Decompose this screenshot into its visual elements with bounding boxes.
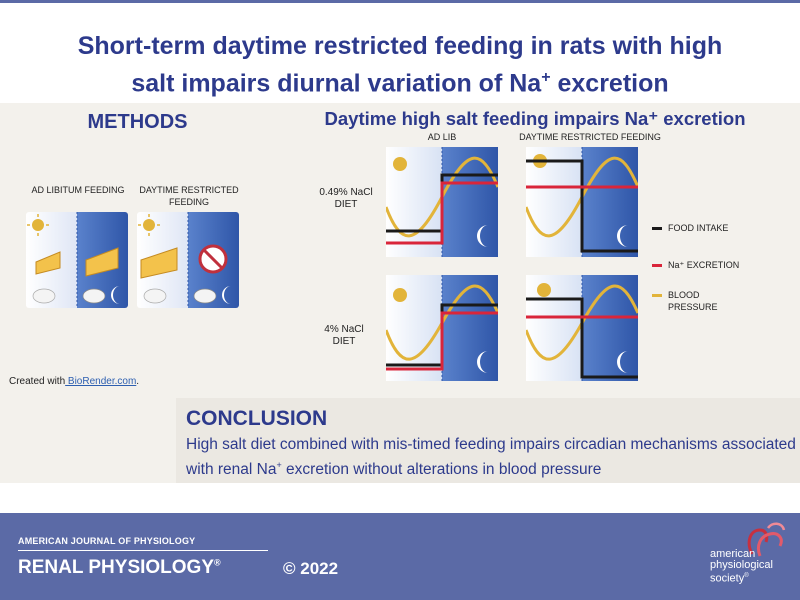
registered-mark: ® [214,557,221,568]
cheese-icon [85,247,119,277]
journal-name: RENAL PHYSIOLOGY® [18,557,221,579]
rat-icon [82,288,106,304]
society-name: american physiological society® [710,549,773,585]
methods-heading: METHODS [87,111,188,133]
title-line-2-text: salt impairs diurnal variation of Na [131,69,542,98]
society-line-2: physiological [710,559,773,571]
copyright-year: © 2022 [283,559,339,578]
society-tm: ® [744,573,749,579]
legend-swatch-food [652,227,662,230]
journal-name-text: RENAL PHYSIOLOGY [18,557,215,578]
na-excretion-line [386,311,498,371]
results-heading: Daytime high salt feeding impairs Na⁺ ex… [324,108,746,129]
title-line-2: salt impairs diurnal variation of Na+ ex… [0,62,800,99]
moon-icon [617,351,628,373]
moon-icon [616,225,628,247]
sun-icon [537,283,551,297]
legend-label-food: FOOD INTAKE [668,223,729,233]
conclusion-superscript: + [276,460,282,470]
legend-label-na: Na⁺ EXCRETION [668,260,740,270]
chart-high-salt-restricted [526,275,638,381]
column-ad-lib: AD LIB [427,132,457,142]
credit-suffix: . [136,376,140,387]
moon-icon [477,351,488,373]
top-accent-bar [0,0,800,3]
restricted-feeding-panel [137,212,239,308]
conclusion-text: High salt diet combined with mis-timed f… [186,435,798,480]
row-label-high-salt: 4% NaCl DIET [324,324,364,347]
sun-icon [393,157,407,171]
biorender-link[interactable]: BioRender.com [65,376,137,387]
cheese-icon [140,247,178,279]
moon-icon [222,286,231,304]
rat-icon [143,288,167,304]
ad-libitum-panel [26,212,128,308]
restricted-feeding-label: DAYTIME RESTRICTED FEEDING [139,185,239,207]
aps-logo-icon [747,522,786,557]
footer-bar [0,513,800,600]
title-superscript: + [541,69,551,86]
chart-low-salt-restricted [526,147,638,257]
legend-label-bp: BLOOD PRESSURE [668,290,718,312]
na-excretion-line [386,181,498,245]
legend-swatch-bp [652,294,662,297]
column-restricted: DAYTIME RESTRICTED FEEDING [519,132,661,142]
society-line-3-text: society [710,572,745,585]
moon-icon [476,225,488,247]
title-line-2-end: excretion [550,69,669,98]
conclusion-text-b: excretion without alterations in blood p… [281,461,602,479]
society-line-1: american [710,548,756,560]
sun-icon [393,288,407,302]
food-intake-line [526,159,638,253]
ad-libitum-label: AD LIBITUM FEEDING [31,185,125,195]
conclusion-box [176,398,800,483]
journal-divider [18,550,268,551]
food-intake-line [526,297,638,379]
moon-icon [111,286,120,304]
society-line-3: society® [710,571,773,585]
sun-icon [27,214,49,236]
row-label-low-salt: 0.49% NaCl DIET [319,187,373,210]
chart-low-salt-ad-lib [386,147,498,257]
conclusion-text-a: High salt diet combined with mis-timed f… [186,436,796,479]
rat-icon [193,288,217,304]
page-title: Short-term daytime restricted feeding in… [0,30,800,99]
credit-prefix: Created with [9,376,66,387]
conclusion-heading: CONCLUSION [186,407,328,430]
title-line-1: Short-term daytime restricted feeding in… [77,32,723,60]
journal-subtitle: AMERICAN JOURNAL OF PHYSIOLOGY [18,536,196,546]
legend-swatch-na [652,264,662,267]
cheese-icon [35,251,61,275]
sun-icon [138,214,160,236]
rat-icon [32,288,56,304]
chart-high-salt-ad-lib [386,275,498,381]
biorender-credit: Created with BioRender.com. [9,376,139,387]
no-food-icon [198,244,228,274]
